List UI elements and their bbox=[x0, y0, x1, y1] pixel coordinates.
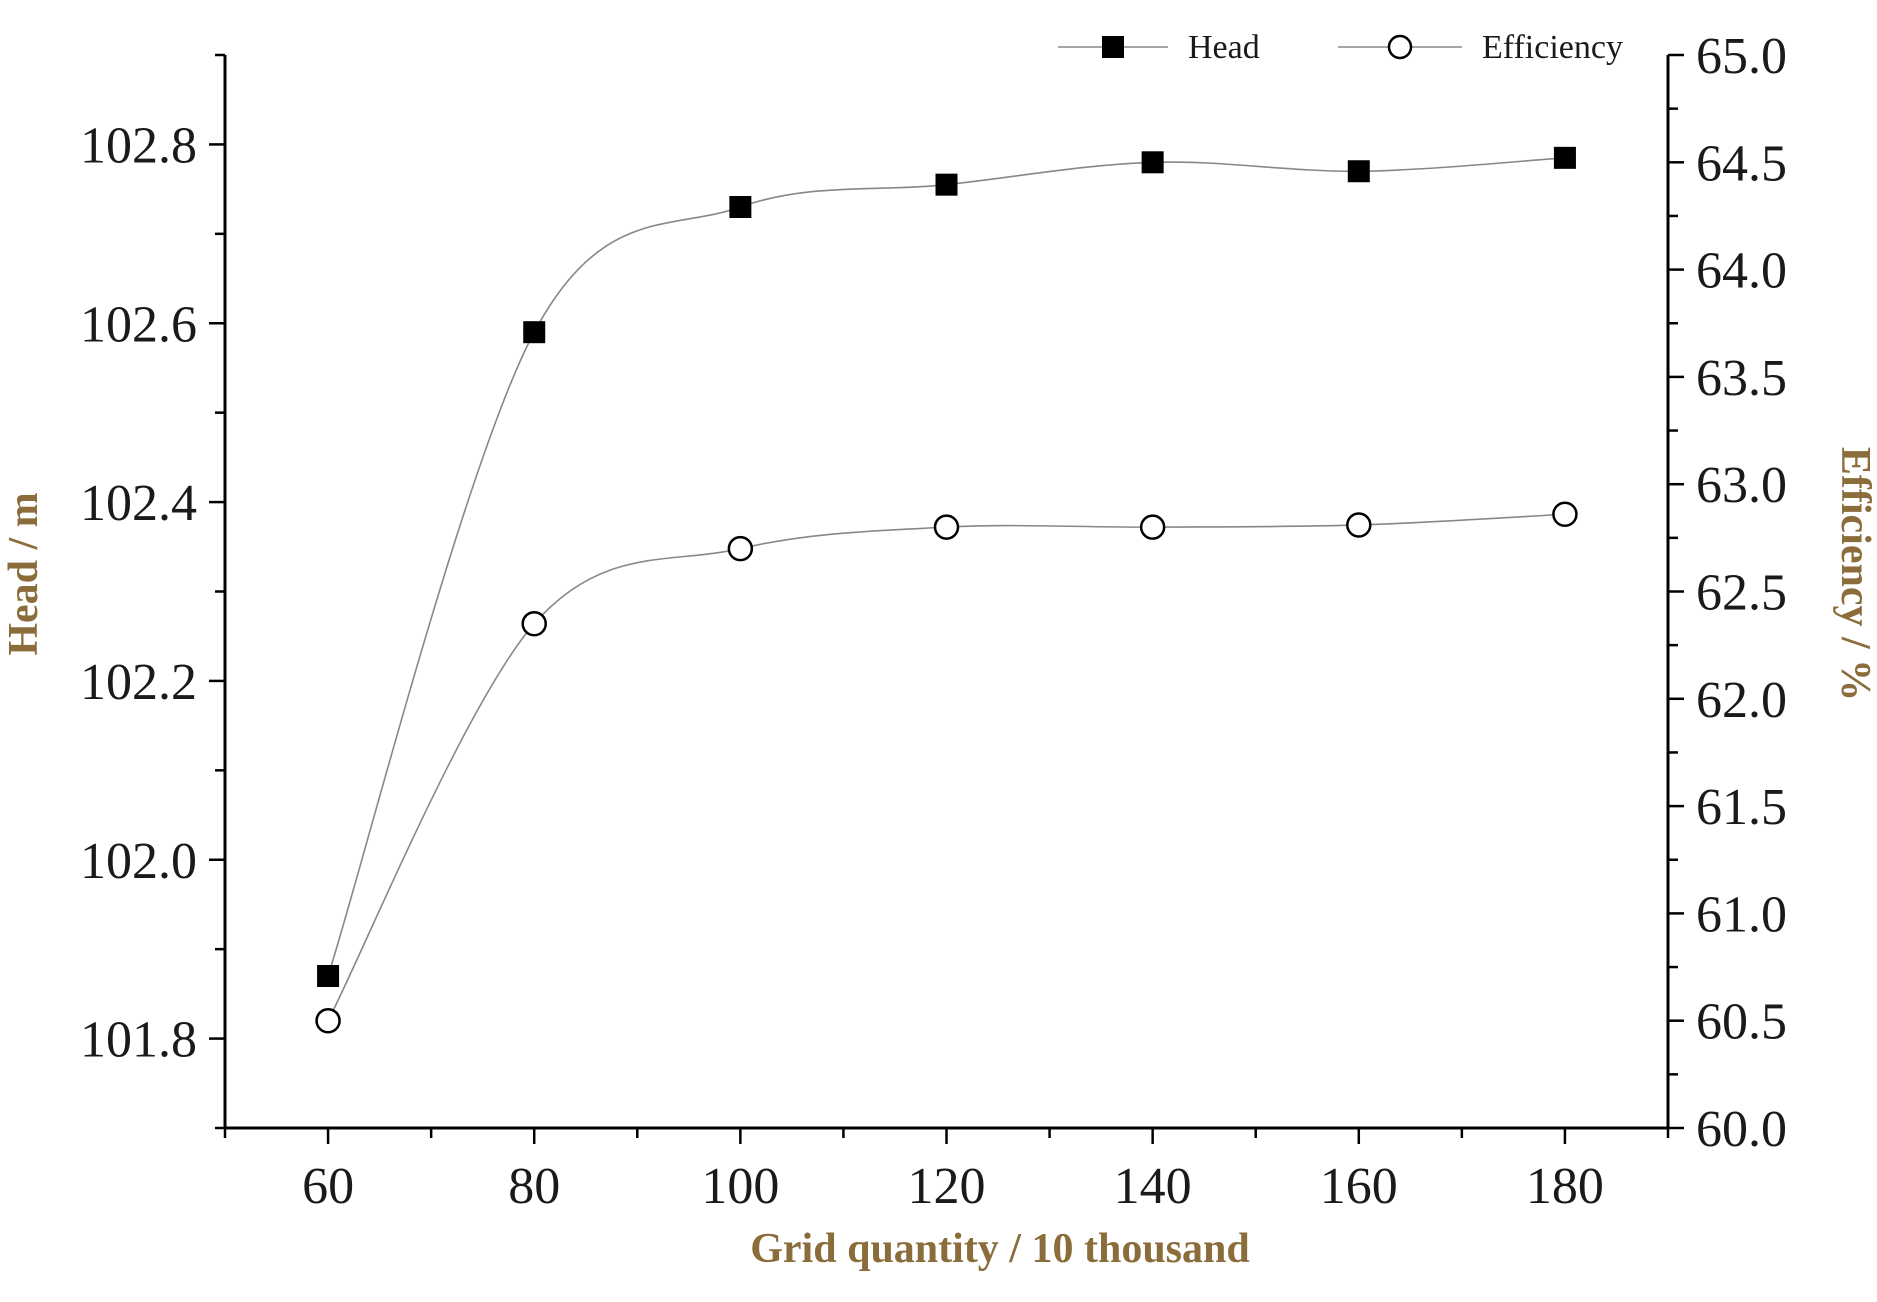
y2-tick-label: 60.0 bbox=[1696, 1101, 1787, 1158]
head-point bbox=[317, 964, 340, 987]
x-tick-label: 180 bbox=[1526, 1158, 1604, 1215]
x-tick-label: 100 bbox=[701, 1158, 779, 1215]
head-point bbox=[935, 173, 958, 196]
x-axis-title: Grid quantity / 10 thousand bbox=[750, 1226, 1250, 1272]
series-line-head bbox=[327, 157, 1565, 977]
efficiency-point bbox=[933, 514, 960, 540]
legend-efficiency-label: Efficiency bbox=[1482, 29, 1623, 66]
head-point bbox=[1141, 151, 1164, 174]
y2-tick-label: 61.0 bbox=[1696, 886, 1787, 943]
x-tick-label: 60 bbox=[302, 1158, 354, 1215]
y2-tick-label: 61.5 bbox=[1696, 779, 1787, 836]
y-tick-label: 102.2 bbox=[80, 654, 197, 711]
x-tick-label: 140 bbox=[1114, 1158, 1192, 1215]
y-tick-label: 102.4 bbox=[80, 475, 197, 532]
efficiency-point bbox=[315, 1007, 341, 1034]
y2-axis-title: Efficiency / % bbox=[1832, 447, 1877, 701]
legend-head-label: Head bbox=[1188, 29, 1260, 66]
efficiency-point bbox=[1552, 501, 1578, 527]
x-tick-label: 160 bbox=[1320, 1158, 1398, 1215]
head-point bbox=[729, 196, 752, 219]
y-tick-label: 101.8 bbox=[80, 1012, 197, 1069]
y2-tick-label: 60.5 bbox=[1696, 994, 1787, 1051]
y-axis-title: Head / m bbox=[1, 492, 47, 655]
y-tick-label: 102.6 bbox=[80, 296, 197, 353]
y2-tick-label: 63.5 bbox=[1696, 350, 1787, 407]
x-tick-label: 120 bbox=[908, 1158, 986, 1215]
head-point bbox=[523, 321, 546, 344]
y2-tick-label: 64.5 bbox=[1696, 135, 1787, 192]
head-point bbox=[1553, 146, 1576, 169]
head-point bbox=[1347, 160, 1370, 183]
x-tick-label: 80 bbox=[508, 1158, 560, 1215]
y2-tick-label: 63.0 bbox=[1696, 457, 1787, 514]
efficiency-point bbox=[521, 610, 547, 637]
y2-tick-label: 62.0 bbox=[1696, 672, 1787, 729]
efficiency-point bbox=[727, 535, 754, 562]
y2-tick-label: 64.0 bbox=[1696, 243, 1787, 300]
axes bbox=[223, 55, 1670, 1130]
series-lines bbox=[327, 157, 1565, 1022]
legend-efficiency-marker bbox=[1387, 34, 1413, 60]
efficiency-point bbox=[1139, 514, 1166, 540]
y-tick-label: 102.0 bbox=[80, 833, 197, 890]
series-markers bbox=[315, 146, 1578, 1034]
legend: Head Efficiency bbox=[1058, 29, 1623, 66]
legend-head-marker bbox=[1102, 36, 1124, 58]
y2-tick-label: 62.5 bbox=[1696, 565, 1787, 622]
series-line-efficiency bbox=[327, 513, 1565, 1022]
y-tick-label: 102.8 bbox=[80, 117, 197, 174]
efficiency-point bbox=[1346, 512, 1372, 538]
ticks: 60 80 100 120 140 160 180 101.8 102.0 102.2 102.4 1… bbox=[80, 28, 1787, 1215]
y2-tick-label: 65.0 bbox=[1696, 28, 1787, 85]
